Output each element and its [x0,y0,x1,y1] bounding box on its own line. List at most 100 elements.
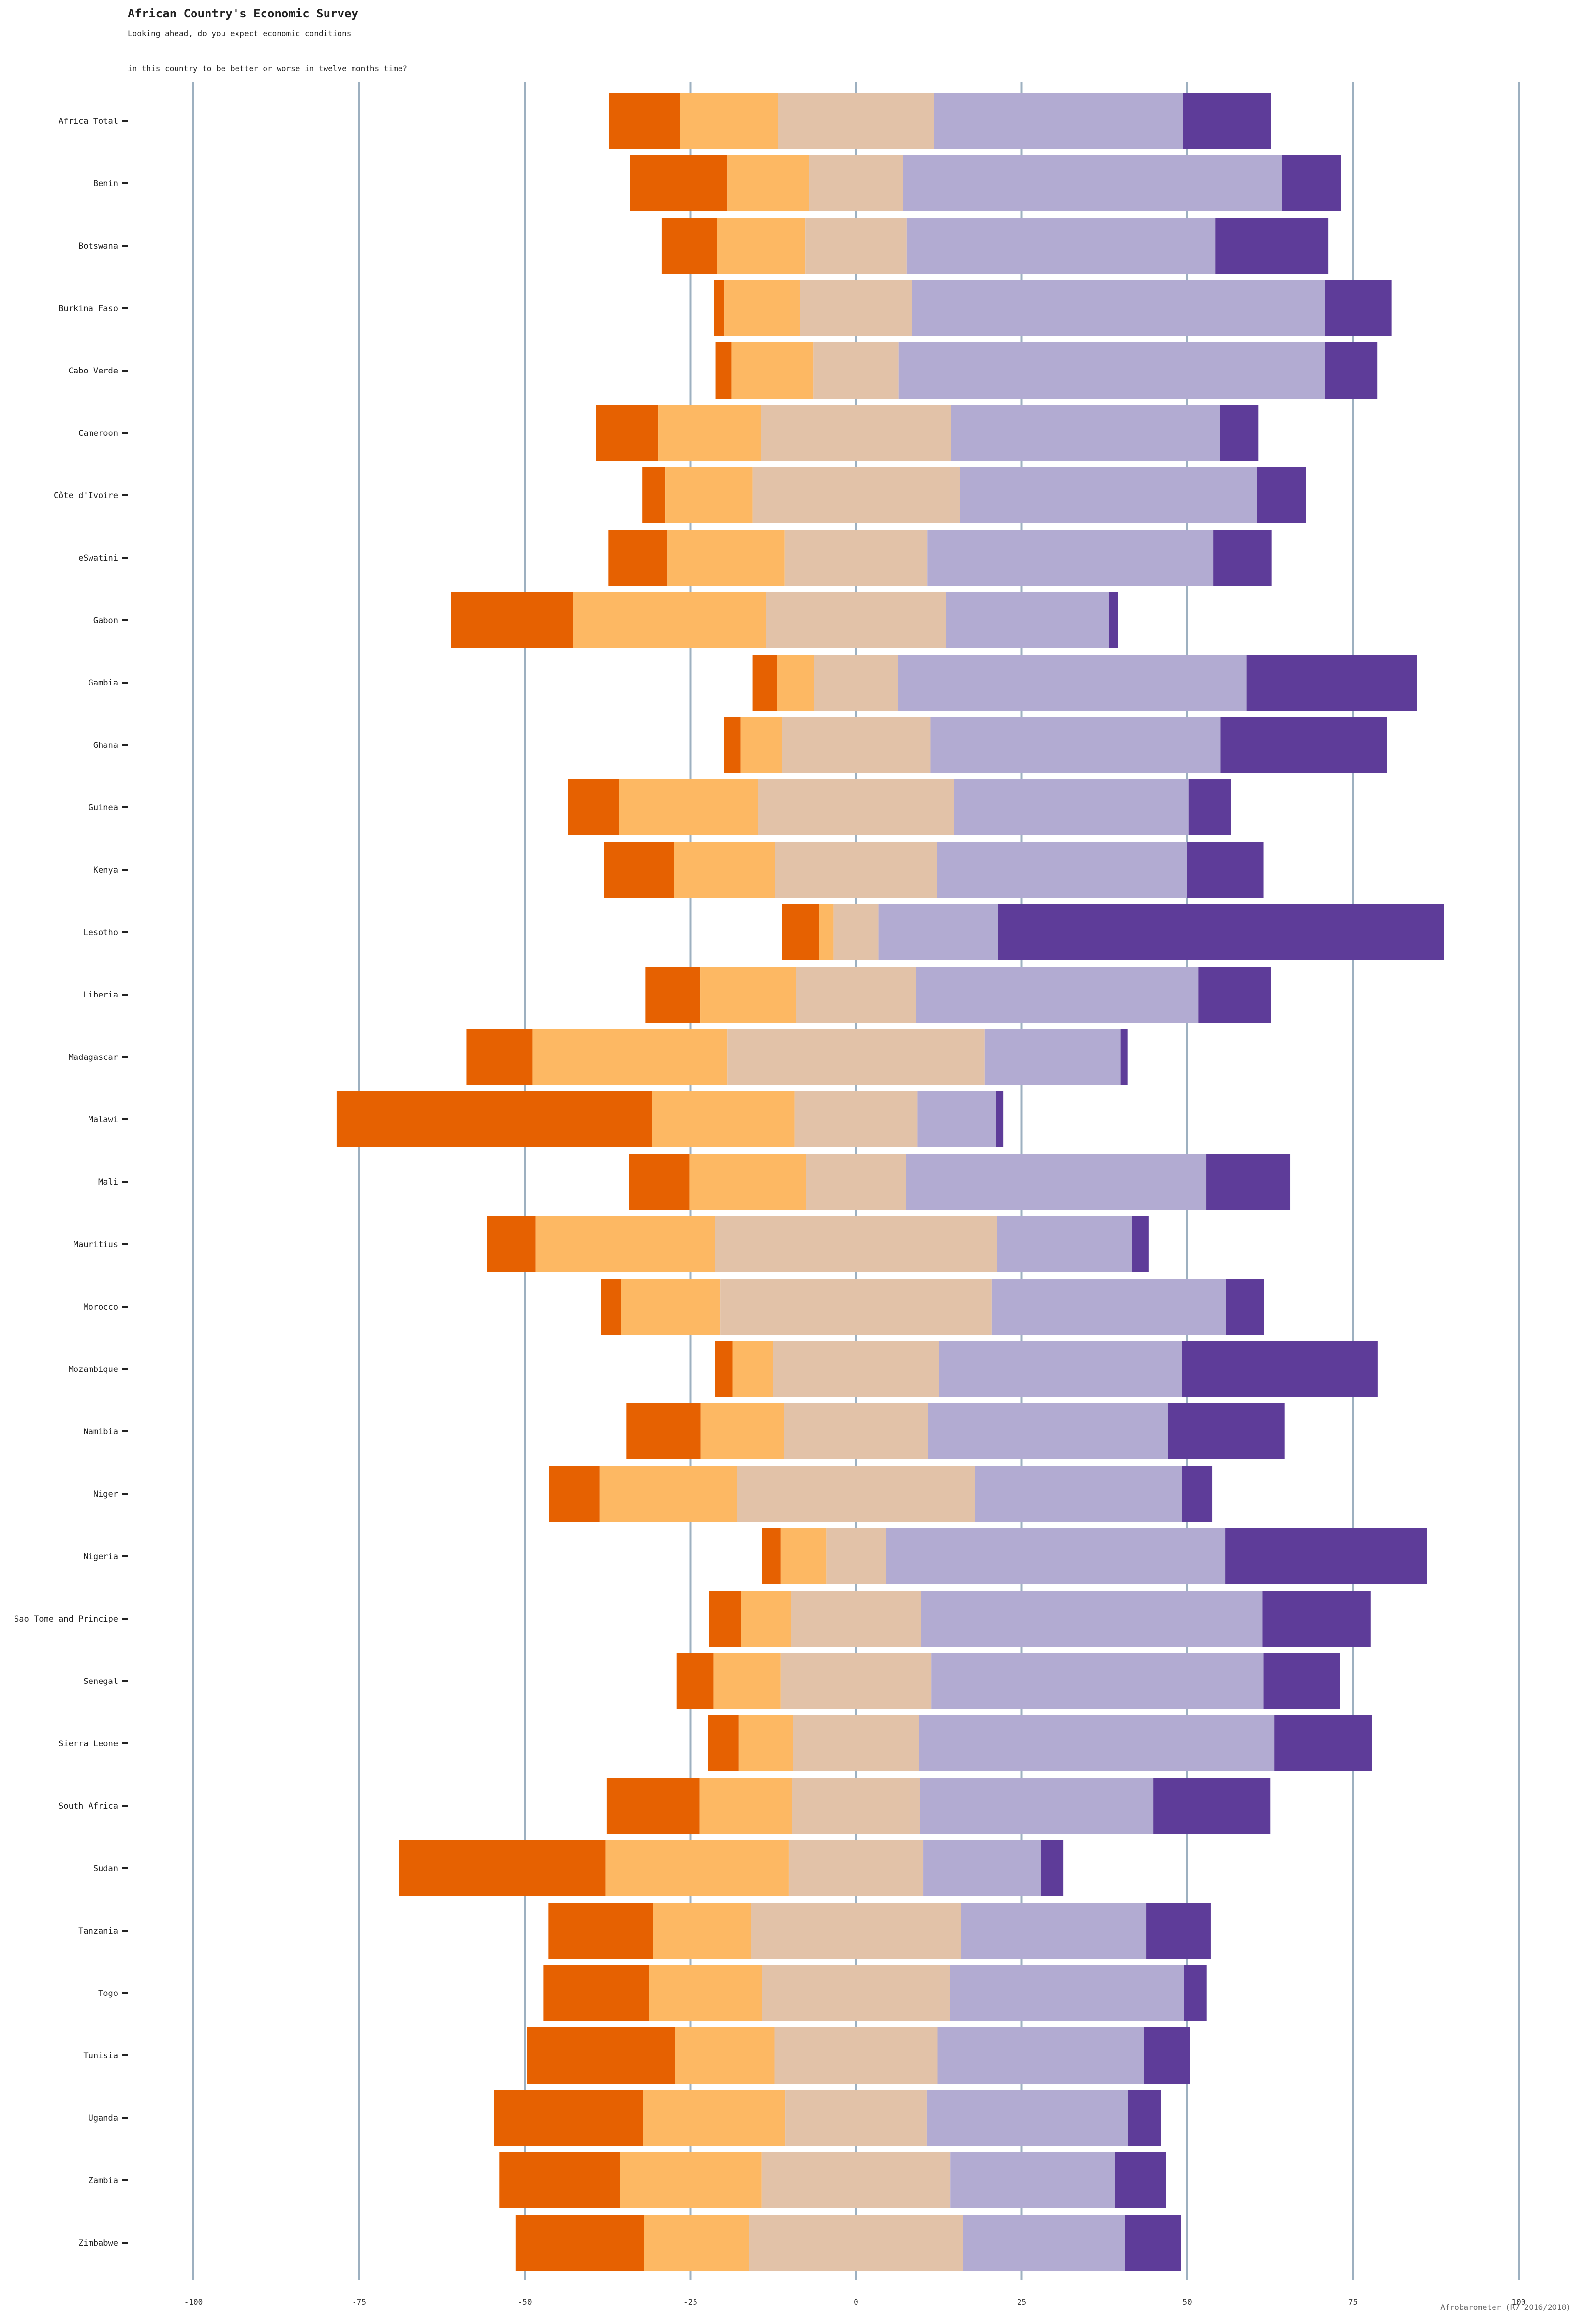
bar-segment [921,1591,1263,1647]
bar-segment [715,1216,997,1272]
bar-segment [549,1466,600,1522]
bar-segment [788,1840,924,1896]
bar-segment [399,1840,606,1896]
bar-segment [1325,280,1392,336]
bar-segment [1188,779,1231,835]
y-tick-label: Zimbabwe [78,2238,118,2248]
bar-segment [1132,1216,1149,1272]
bar-segment [1263,1653,1340,1709]
bar-segment [527,2027,675,2084]
bar-segment [674,842,775,898]
x-tick-label: -25 [683,2297,697,2307]
y-tick-label: Burkina Faso [59,304,118,313]
bar-segment [1274,1715,1372,1771]
bar-segment [906,1154,1207,1210]
bar-segment [762,1965,950,2021]
bar-segment [605,1840,789,1896]
bar-segment [984,1029,1121,1085]
bar-segment [800,280,912,336]
bar-segment [1225,1528,1427,1584]
source-note: Afrobarometer (R7 2016/2018) [1440,2303,1571,2312]
bar-segment [934,93,1183,149]
bar-segment [752,467,960,523]
bar-segment [951,405,1220,461]
y-tick-label: eSwatini [78,553,118,563]
bar-segment [1257,467,1306,523]
y-tick-label: Kenya [93,865,118,875]
bar-segment [644,2215,749,2271]
bar-segment [1215,218,1329,274]
chart-title: African Country's Economic Survey [128,7,358,20]
bar-segment [917,1091,996,1147]
y-tick-label: Mauritius [74,1240,118,1250]
bar-segment [920,1778,1154,1834]
bar-segment [620,2152,762,2208]
bar-segment [749,2215,963,2271]
bar-segment [996,1091,1004,1147]
y-tick-label: Botswana [78,241,118,251]
x-tick-label: 0 [854,2297,858,2307]
bar-segment [784,1403,928,1459]
y-tick-label: Togo [98,1989,118,1998]
bar-segment [626,1403,701,1459]
y-tick-label: Mali [98,1177,118,1187]
bar-segment [1125,2215,1181,2271]
bar-segment [737,1466,975,1522]
chart-subtitle-line-1: Looking ahead, do you expect economic co… [128,29,352,38]
bar-segment [1220,717,1387,773]
bar-segment [1146,1903,1211,1959]
bar-segment [1168,1403,1285,1459]
bar-segment [793,1715,919,1771]
bar-segment [738,1715,793,1771]
bar-segment [961,1903,1147,1959]
bar-segment [1144,2027,1190,2084]
bar-segment [499,2152,620,2208]
bar-segment [596,405,659,461]
bar-segment [806,1154,906,1210]
bar-segment [950,2152,1115,2208]
y-tick-label: Sierra Leone [59,1739,118,1749]
y-tick-label: Cabo Verde [69,366,118,376]
bar-segment [946,592,1109,648]
bar-segment [931,1653,1264,1709]
bar-segment [937,2027,1144,2084]
bar-segment [796,967,916,1023]
bar-segment [336,1091,652,1147]
bar-segment [775,842,937,898]
bar-segment [1041,1840,1064,1896]
y-tick-label: Senegal [83,1677,118,1686]
bar-segment [791,1591,921,1647]
bar-segment [785,2090,927,2146]
x-tick-label: -100 [184,2297,203,2307]
bar-segment [919,1715,1275,1771]
bar-segment [680,93,778,149]
bar-segment [937,842,1187,898]
bar-segment [731,342,814,399]
bar-segment [548,1903,653,1959]
bar-segment [732,1341,773,1397]
bar-segment [1120,1029,1128,1085]
y-tick-label: Nigeria [83,1552,118,1562]
bar-segment [645,967,701,1023]
bar-segment [912,280,1325,336]
bar-segment [997,1216,1132,1272]
bar-segment [761,405,951,461]
y-tick-label: Madagascar [69,1053,118,1062]
bar-segment [532,1029,728,1085]
bar-segment [813,342,899,399]
bar-segment [780,1653,932,1709]
bar-segment [1114,2152,1166,2208]
bar-segment [930,717,1221,773]
bar-segment [466,1029,533,1085]
y-tick-label: Guinea [89,803,118,813]
bar-segment [998,904,1444,960]
bar-segment [535,1216,715,1272]
bar-segment [713,1653,781,1709]
bar-segment [778,93,934,149]
bar-segment [1182,1341,1378,1397]
bar-segment [809,155,903,211]
bar-segment [573,592,766,648]
bar-segment [652,1091,795,1147]
bar-segment [658,405,761,461]
